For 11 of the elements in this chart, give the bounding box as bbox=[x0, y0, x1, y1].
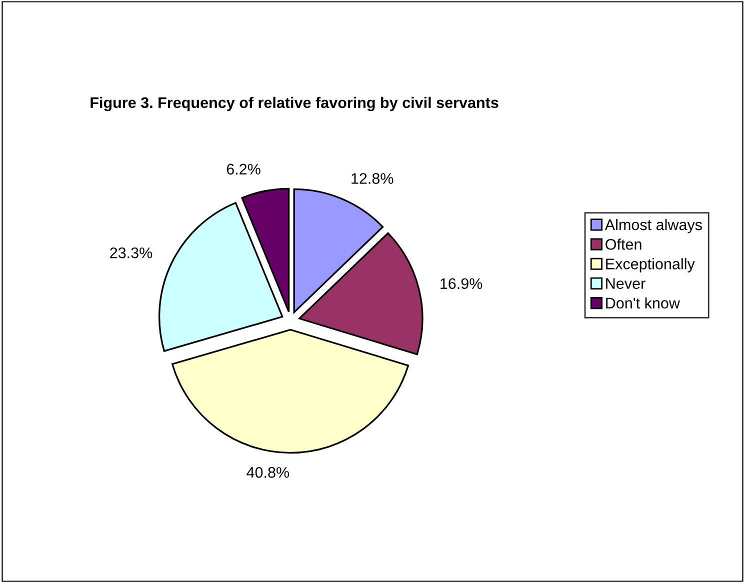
chart-title: Figure 3. Frequency of relative favoring by civil servants bbox=[90, 96, 498, 112]
data-label: 12.8% bbox=[352, 173, 394, 184]
data-label: 23.3% bbox=[110, 247, 152, 258]
data-label: 16.9% bbox=[440, 278, 482, 290]
legend-label: Don't know bbox=[606, 297, 680, 309]
data-label: 40.8% bbox=[246, 467, 290, 478]
legend-label: Almost always bbox=[604, 218, 702, 234]
legend-label: Exceptionally bbox=[606, 258, 695, 272]
legend-label: Never bbox=[606, 278, 646, 289]
data-label: 6.2% bbox=[226, 164, 260, 175]
legend-label: Often bbox=[606, 238, 642, 250]
